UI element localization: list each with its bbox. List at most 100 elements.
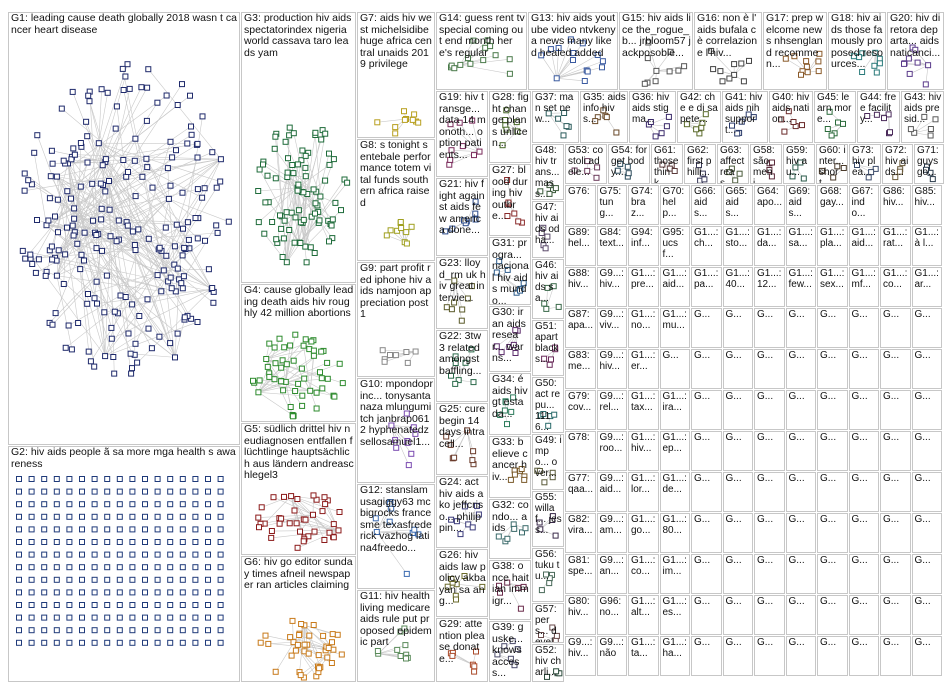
node bbox=[34, 217, 40, 223]
small-group-cell: G... bbox=[848, 636, 879, 676]
node bbox=[392, 437, 399, 444]
small-group-cell: G... bbox=[785, 636, 816, 676]
group-g39: G39: guske... knows access... bbox=[489, 621, 531, 682]
node bbox=[911, 129, 918, 136]
edge bbox=[556, 60, 604, 79]
edge bbox=[254, 382, 311, 392]
node bbox=[184, 140, 191, 147]
node bbox=[142, 539, 148, 545]
node bbox=[91, 363, 98, 370]
small-group-label: G... bbox=[788, 350, 805, 361]
node bbox=[286, 227, 293, 233]
node bbox=[503, 126, 510, 133]
node bbox=[167, 551, 174, 558]
node bbox=[167, 627, 174, 634]
group-label: G43: hiv aids presid... bbox=[904, 92, 942, 125]
small-group-label: G... bbox=[883, 391, 900, 402]
group-label: G3: production hiv aids spectatorindex n… bbox=[244, 12, 352, 59]
node bbox=[42, 272, 49, 279]
small-group-label: G1...: alt... bbox=[631, 596, 656, 618]
edge bbox=[168, 198, 196, 219]
node bbox=[104, 639, 111, 646]
small-group-label: G... bbox=[883, 309, 900, 320]
edge bbox=[283, 496, 314, 516]
node bbox=[167, 274, 174, 281]
node bbox=[154, 476, 161, 482]
node bbox=[415, 531, 422, 538]
small-group-cell: G... bbox=[817, 636, 848, 676]
small-group-label: G95: ucsf... bbox=[662, 227, 685, 260]
node bbox=[782, 55, 789, 62]
node bbox=[62, 251, 69, 258]
small-group-cell: G... bbox=[754, 513, 785, 553]
node bbox=[202, 237, 208, 244]
edge bbox=[376, 529, 415, 533]
node bbox=[449, 652, 456, 659]
node bbox=[53, 488, 60, 495]
node bbox=[305, 650, 312, 657]
edge bbox=[54, 185, 171, 259]
small-group-label: G... bbox=[662, 350, 679, 361]
small-group-label: G... bbox=[820, 350, 837, 361]
node bbox=[283, 361, 290, 368]
node bbox=[179, 252, 186, 259]
node bbox=[318, 136, 325, 143]
group-label: G9: part profit red iphone hiv aids namj… bbox=[360, 262, 432, 320]
group-g45: G45: learn more... bbox=[814, 91, 856, 143]
edge bbox=[471, 120, 480, 152]
node bbox=[53, 272, 60, 279]
node bbox=[85, 92, 92, 99]
node bbox=[800, 175, 807, 182]
small-group-cell: G9...: rel... bbox=[596, 390, 627, 430]
node bbox=[548, 356, 554, 363]
node bbox=[298, 157, 305, 164]
small-group-label: G1...: mf... bbox=[851, 268, 876, 290]
node bbox=[302, 243, 309, 250]
node bbox=[16, 501, 22, 508]
node bbox=[217, 488, 224, 495]
small-group-label: G... bbox=[914, 473, 931, 484]
node bbox=[912, 46, 919, 53]
small-group-label: G... bbox=[725, 432, 742, 443]
node bbox=[87, 358, 94, 365]
group-g4: G4: cause globally leading death aids hi… bbox=[241, 284, 356, 422]
node bbox=[199, 113, 206, 120]
node bbox=[511, 525, 518, 532]
group-g59: G59: hiv au... bbox=[783, 144, 815, 184]
node bbox=[549, 513, 556, 520]
small-group-cell: G... bbox=[691, 308, 722, 348]
node bbox=[768, 173, 775, 180]
small-group-cell: G1...: aid... bbox=[848, 226, 879, 266]
node bbox=[699, 119, 706, 126]
group-g30: G30: iran aids resear... warns... bbox=[489, 306, 531, 372]
node bbox=[120, 87, 127, 93]
node bbox=[873, 111, 880, 118]
node bbox=[113, 238, 120, 245]
node bbox=[549, 624, 556, 631]
group-g43-nodes bbox=[907, 113, 939, 139]
node bbox=[408, 223, 415, 230]
group-g10: G10: mpondoprinc... tonysantanaza mlungu… bbox=[357, 378, 435, 483]
node bbox=[192, 215, 199, 221]
node bbox=[381, 358, 388, 365]
node bbox=[496, 582, 502, 589]
node bbox=[48, 147, 55, 154]
node bbox=[344, 179, 351, 186]
group-label: G27: blood during hiv outbre... bbox=[492, 164, 528, 222]
node bbox=[217, 564, 224, 571]
node bbox=[91, 501, 98, 508]
small-group-cell: G... bbox=[722, 636, 753, 676]
node bbox=[171, 243, 178, 250]
group-g54: G54: forget body... bbox=[608, 144, 650, 184]
group-g41: G41: hiv aids nih support... bbox=[722, 91, 768, 143]
node bbox=[567, 36, 574, 43]
group-g52: G52: hiv charli... bbox=[532, 644, 564, 682]
edge bbox=[304, 153, 330, 247]
node bbox=[328, 222, 335, 229]
node bbox=[316, 217, 323, 224]
node bbox=[644, 55, 651, 62]
node bbox=[514, 646, 521, 653]
small-group-label: G... bbox=[788, 391, 805, 402]
node bbox=[128, 370, 135, 377]
node bbox=[310, 492, 317, 499]
